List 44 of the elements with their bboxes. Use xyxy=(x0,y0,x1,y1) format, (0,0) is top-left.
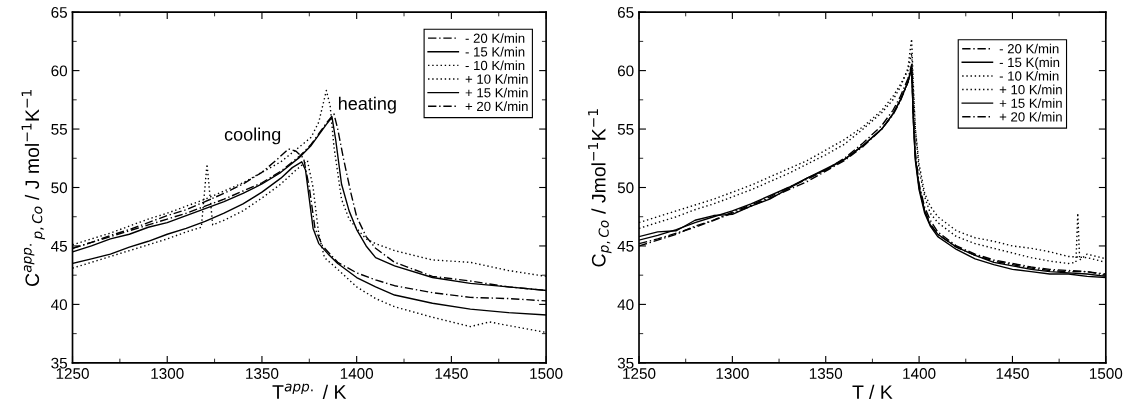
y-axis-title: C$_{p,Co}$ / Jmol$^{−1}$K$^{−1}$ xyxy=(588,109,612,267)
x-tick-label: 1400 xyxy=(340,368,374,379)
legend-label: - 20 K/min xyxy=(999,43,1059,54)
x-tick-label: 1500 xyxy=(530,368,563,379)
x-tick-label: 1250 xyxy=(56,368,89,379)
legend-label: - 15 K/min xyxy=(465,46,525,57)
y-tick-label: 35 xyxy=(51,357,68,369)
x-tick-label: 1250 xyxy=(623,368,656,379)
x-axis-title: T$^{app.}$ / K xyxy=(272,383,347,399)
y-tick-label: 55 xyxy=(617,124,634,135)
y-tick-label: 60 xyxy=(617,65,634,77)
annotation: cooling xyxy=(224,127,281,145)
x-tick-label: 1450 xyxy=(435,368,468,379)
y-tick-label: 60 xyxy=(51,65,68,77)
legend-label: + 15 K/min xyxy=(999,98,1062,108)
x-tick-label: 1300 xyxy=(151,368,184,379)
y-tick-label: 65 xyxy=(617,7,634,18)
y-tick-label: 45 xyxy=(617,240,634,252)
annotation: heating xyxy=(338,96,396,114)
y-tick-label: 40 xyxy=(51,299,68,311)
x-tick-label: 1450 xyxy=(996,368,1029,379)
x-tick-label: 1350 xyxy=(809,368,843,379)
x-tick-label: 1500 xyxy=(1089,368,1123,379)
x-tick-label: 1350 xyxy=(246,368,279,379)
legend-label: - 10 K/min xyxy=(999,70,1059,81)
x-tick-label: 1300 xyxy=(716,368,749,379)
x-tick-label: 1400 xyxy=(903,368,936,379)
legend-label: + 20 K/min xyxy=(465,101,528,112)
y-tick-label: 45 xyxy=(51,240,68,252)
y-tick-label: 40 xyxy=(617,299,634,311)
x-axis-title: T / K xyxy=(852,384,893,400)
y-axis-title: C$^{app.}$$_{p,Co}$ / J mol$^{−1}$K$^{−1}$ xyxy=(21,90,45,286)
legend-label: + 10 K/min xyxy=(999,84,1062,95)
y-tick-label: 55 xyxy=(51,124,68,135)
legend-label: - 15 K(min xyxy=(999,57,1060,70)
y-tick-label: 35 xyxy=(617,357,634,369)
legend-label: + 20 K/min xyxy=(999,111,1062,122)
y-tick-label: 65 xyxy=(51,7,68,18)
legend-label: + 10 K/min xyxy=(465,74,528,84)
legend-label: - 10 K/min xyxy=(465,60,525,71)
y-tick-label: 50 xyxy=(617,182,634,194)
legend-label: + 15 K/min xyxy=(465,87,528,98)
y-tick-label: 50 xyxy=(51,182,68,194)
legend-label: - 20 K/min xyxy=(465,33,525,43)
